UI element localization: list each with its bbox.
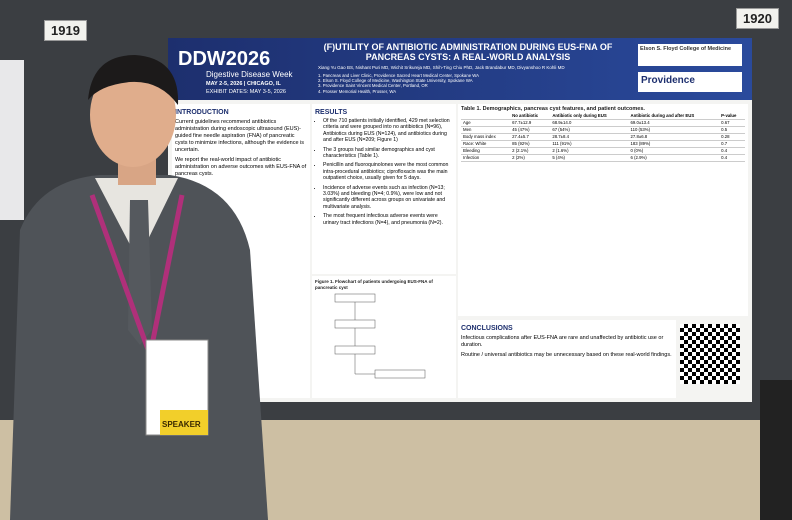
- table-cell: Bleeding: [461, 147, 511, 155]
- logo-subtitle: Digestive Disease Week: [206, 70, 293, 79]
- table-row: Infection 2 (2%) 5 (4%) 6 (2.9%) 0.4: [461, 154, 745, 162]
- table-row: Race: White 85 (92%) 111 (91%) 183 (89%) 0.7: [461, 140, 745, 148]
- table-row: Body mass index 27.4±5.7 28.7±8.4 27.8±6.8 0…: [461, 133, 745, 141]
- table-cell: 85 (92%): [510, 140, 551, 148]
- table-cell: 68.9±14.0: [550, 119, 629, 127]
- header-cell: Antibiotic only during EUS: [550, 112, 629, 120]
- header-cell: [461, 112, 511, 120]
- affiliation: 3. Providence Saint Vincent Medical Cent…: [318, 83, 428, 89]
- table-cell: 0.7: [719, 140, 745, 148]
- table-cell: 0.4: [719, 147, 745, 155]
- table-cell: Men: [461, 126, 511, 134]
- poster-title: (F)UTILITY OF ANTIBIOTIC ADMINISTRATION …: [323, 42, 613, 62]
- qr-code: [680, 324, 740, 384]
- table-cell: 0.67: [719, 119, 745, 127]
- table-cell: 111 (91%): [550, 140, 629, 148]
- table-cell: Race: White: [461, 140, 511, 148]
- table-cell: 67.7±12.9: [510, 119, 551, 127]
- table-cell: Age: [461, 119, 511, 127]
- header-row: No antibiotic Antibiotic only during EUS A…: [461, 112, 745, 120]
- affiliations: 1. Pancreas and Liver Clinic, Providence…: [318, 73, 618, 94]
- flowchart: [334, 293, 426, 379]
- section-heading: RESULTS: [315, 109, 348, 116]
- table-cell: 0.28: [719, 133, 745, 141]
- paragraph: Current guidelines recommend antibiotics…: [175, 119, 305, 153]
- table-panel: Table 1. Demographics, pancreas cyst fea…: [458, 104, 748, 316]
- badge-label: SPEAKER: [162, 420, 201, 429]
- dates: MAY 2-5, 2026 | CHICAGO, IL: [206, 81, 281, 87]
- figure-title: Figure 1. Flowchart of patients undergoi…: [315, 279, 433, 290]
- affiliation: 1. Pancreas and Liver Clinic, Providence…: [318, 73, 480, 78]
- paragraph: We report the real-world impact of antib…: [175, 157, 307, 177]
- table-cell: 5 (4%): [550, 154, 629, 162]
- table-cell: 110 (53%): [628, 126, 720, 134]
- board-number: 1919: [44, 20, 87, 41]
- paragraph: Routine / universal antibiotics may be u…: [461, 352, 672, 358]
- table-cell: 45 (47%): [510, 126, 551, 134]
- affiliation: 2. Elson S. Floyd College of Medicine, W…: [318, 78, 473, 84]
- bullet: The most frequent infectious adverse eve…: [323, 213, 453, 226]
- table-cell: 0.5: [719, 126, 745, 134]
- partner-logo: Providence: [638, 72, 742, 92]
- table-cell: 69.0±13.4: [628, 119, 720, 127]
- table-cell: 2 (1.6%): [550, 147, 629, 155]
- authors: Xiang Yu Gao BS, Nishant Puri MD, Wichit…: [318, 65, 565, 70]
- table-cell: 2 (2%): [510, 154, 551, 162]
- table-row: Age 67.7±12.9 68.9±14.0 69.0±13.4 0.67: [461, 119, 745, 127]
- table-cell: Infection: [461, 154, 511, 162]
- logo: DDW2026: [178, 48, 271, 70]
- board-number: 1920: [736, 8, 779, 29]
- header-cell: No antibiotic: [510, 112, 551, 120]
- table-cell: 27.8±6.8: [628, 133, 720, 141]
- table-cell: 6 (2.9%): [628, 154, 720, 162]
- bullet: Penicillin and fluoroquinolones were the…: [323, 162, 453, 181]
- table-title: Table 1. Demographics, pancreas cyst fea…: [461, 106, 645, 112]
- table-cell: 28.7±8.4: [550, 133, 629, 141]
- table-cell: 67 (54%): [550, 126, 629, 134]
- table-cell: 27.4±5.7: [510, 133, 551, 141]
- bullet: Of the 710 patients initially identified…: [323, 118, 453, 144]
- bullet: The 3 groups had similar demographics an…: [323, 147, 453, 160]
- section-heading: CONCLUSIONS: [461, 325, 513, 332]
- bullet: Incidence of adverse events such as infe…: [323, 185, 453, 211]
- table-row: Men 45 (47%) 67 (54%) 110 (53%) 0.5: [461, 126, 745, 134]
- table-cell: 183 (89%): [628, 140, 720, 148]
- section-heading: INTRODUCTION: [175, 109, 229, 116]
- header-cell: P-value: [719, 112, 745, 120]
- table-row: Bleeding 2 (2.1%) 2 (1.6%) 0 (0%) 0.4: [461, 147, 745, 155]
- table-cell: 2 (2.1%): [510, 147, 551, 155]
- table-cell: Body mass index: [461, 133, 511, 141]
- poster-header: DDW2026 Digestive Disease Week MAY 2-5, …: [168, 38, 752, 100]
- neighbor-poster: [0, 60, 24, 220]
- table-cell: 0 (0%): [628, 147, 720, 155]
- exhibit-dates: EXHIBIT DATES: MAY 3-5, 2026: [206, 89, 286, 95]
- table-cell: 0.4: [719, 154, 745, 162]
- paragraph: Infectious complications after EUS-FNA a…: [461, 335, 664, 348]
- header-cell: Antibiotic during and after EUS: [628, 112, 720, 120]
- poster: DDW2026 Digestive Disease Week MAY 2-5, …: [168, 38, 752, 402]
- affiliation: 4. Prosser Memorial Health, Prosser, WA: [318, 88, 397, 94]
- figure: Figure 1. Flowchart of patients undergoi…: [312, 276, 456, 398]
- bullet-list: Of the 710 patients initially identified…: [315, 118, 453, 226]
- partner-logo: Elson S. Floyd College of Medicine: [638, 44, 742, 66]
- results: RESULTS Of the 710 patients initially id…: [312, 104, 456, 274]
- conclusions: CONCLUSIONS Infectious complications aft…: [458, 320, 676, 398]
- table: No antibiotic Antibiotic only during EUS A…: [461, 112, 745, 162]
